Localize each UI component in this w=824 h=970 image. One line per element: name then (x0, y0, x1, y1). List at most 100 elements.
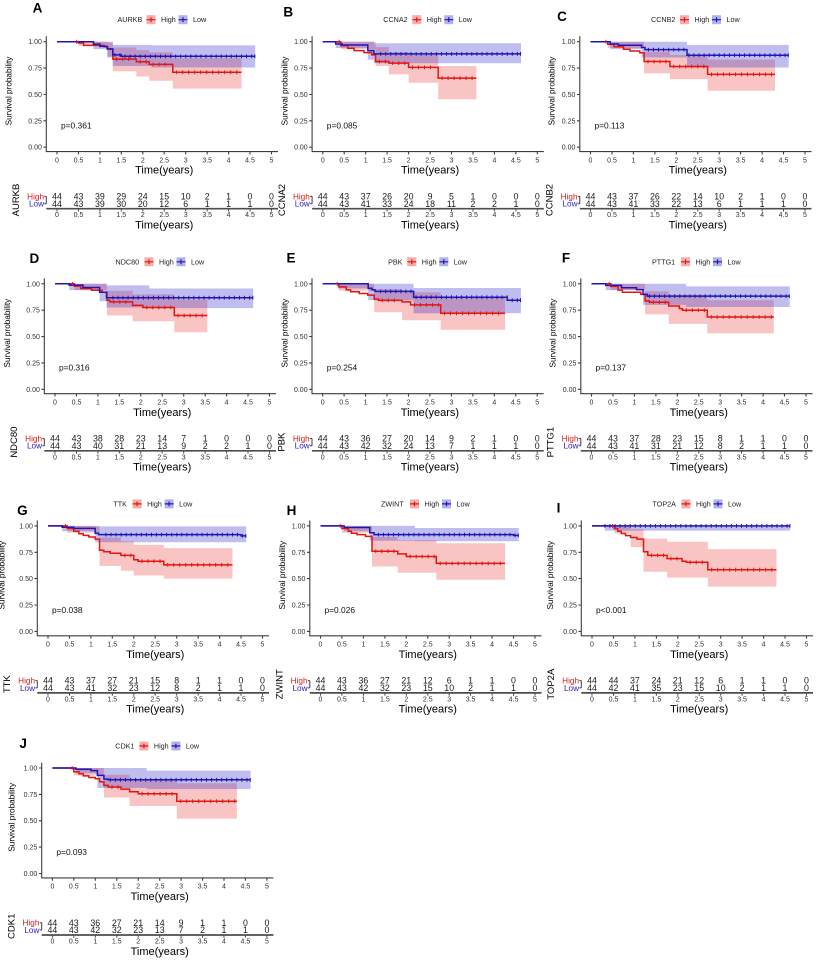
svg-text:1.5: 1.5 (382, 157, 392, 164)
svg-text:2.5: 2.5 (157, 399, 167, 406)
svg-text:32: 32 (382, 441, 392, 451)
svg-text:26: 26 (650, 192, 660, 202)
svg-text:23: 23 (133, 925, 143, 935)
svg-text:4.5: 4.5 (509, 642, 519, 649)
svg-text:1.5: 1.5 (114, 399, 124, 406)
svg-text:2: 2 (739, 441, 744, 451)
svg-text:3: 3 (175, 696, 179, 703)
svg-text:Low: Low (193, 15, 207, 24)
svg-text:4.5: 4.5 (509, 696, 519, 703)
svg-text:0.5: 0.5 (607, 157, 617, 164)
svg-text:3.5: 3.5 (198, 939, 208, 946)
svg-text:12: 12 (423, 676, 433, 686)
svg-text:0.50: 0.50 (24, 818, 38, 825)
svg-text:ZWINT: ZWINT (381, 499, 404, 508)
svg-text:High: High (422, 257, 437, 266)
svg-text:2: 2 (675, 454, 679, 461)
svg-text:1.5: 1.5 (380, 642, 390, 649)
svg-text:0: 0 (267, 441, 272, 451)
svg-text:0.25: 0.25 (24, 845, 38, 852)
svg-text:1: 1 (239, 683, 244, 693)
svg-text:43: 43 (72, 434, 82, 444)
svg-text:5: 5 (449, 192, 454, 202)
svg-text:Time(years): Time(years) (399, 704, 457, 716)
svg-text:0.25: 0.25 (563, 360, 577, 367)
svg-text:2: 2 (200, 925, 205, 935)
svg-text:0.50: 0.50 (563, 576, 577, 583)
svg-text:3: 3 (449, 454, 453, 461)
svg-text:44: 44 (587, 676, 597, 686)
svg-text:23: 23 (136, 434, 146, 444)
svg-text:2: 2 (203, 441, 208, 451)
svg-text:43: 43 (339, 441, 349, 451)
svg-text:1: 1 (93, 884, 97, 891)
svg-text:High: High (427, 15, 442, 24)
svg-text:1: 1 (760, 192, 765, 202)
svg-text:21: 21 (136, 441, 146, 451)
svg-text:Time(years): Time(years) (401, 407, 459, 419)
svg-text:Low: Low (728, 257, 742, 266)
svg-text:High: High (561, 192, 578, 201)
svg-text:0: 0 (804, 676, 809, 686)
svg-text:Time(years): Time(years) (135, 165, 193, 177)
svg-text:0: 0 (492, 192, 497, 202)
svg-text:4.5: 4.5 (511, 157, 521, 164)
svg-text:2: 2 (492, 199, 497, 209)
svg-text:33: 33 (382, 199, 392, 209)
svg-text:0.25: 0.25 (28, 118, 42, 125)
svg-text:2: 2 (675, 399, 679, 406)
svg-text:1.00: 1.00 (26, 281, 40, 288)
svg-text:0: 0 (533, 683, 538, 693)
svg-text:CCNA2: CCNA2 (383, 15, 407, 24)
svg-text:0: 0 (248, 192, 253, 202)
svg-text:0: 0 (804, 441, 809, 451)
svg-text:3.5: 3.5 (737, 454, 747, 461)
svg-text:3: 3 (717, 212, 721, 219)
svg-text:2.5: 2.5 (694, 454, 704, 461)
svg-text:31: 31 (651, 441, 661, 451)
svg-text:3: 3 (447, 642, 451, 649)
svg-text:Survival probability: Survival probability (4, 56, 13, 126)
svg-text:3: 3 (182, 399, 186, 406)
svg-text:44: 44 (316, 676, 326, 686)
svg-text:42: 42 (609, 683, 619, 693)
svg-text:1: 1 (783, 683, 788, 693)
svg-text:15: 15 (423, 683, 433, 693)
svg-text:Low: Low (20, 684, 35, 693)
svg-text:1.5: 1.5 (107, 696, 117, 703)
svg-text:2: 2 (471, 199, 476, 209)
svg-text:0.5: 0.5 (608, 454, 618, 461)
svg-text:1.00: 1.00 (294, 281, 308, 288)
svg-text:1.5: 1.5 (382, 399, 392, 406)
svg-text:1: 1 (364, 157, 368, 164)
svg-text:24: 24 (652, 676, 662, 686)
svg-text:Low: Low (727, 15, 741, 24)
svg-text:4.5: 4.5 (511, 454, 521, 461)
svg-text:4: 4 (490, 696, 494, 703)
svg-text:3.5: 3.5 (736, 212, 746, 219)
svg-text:3.5: 3.5 (193, 696, 203, 703)
svg-text:Survival probability: Survival probability (548, 56, 557, 126)
svg-text:27: 27 (107, 676, 117, 686)
svg-text:22: 22 (671, 199, 681, 209)
svg-text:Low: Low (728, 499, 742, 508)
svg-text:31: 31 (114, 441, 124, 451)
svg-text:44: 44 (318, 192, 328, 202)
svg-text:1: 1 (196, 676, 201, 686)
svg-text:1.5: 1.5 (652, 642, 662, 649)
svg-text:2: 2 (676, 642, 680, 649)
svg-text:9: 9 (428, 192, 433, 202)
svg-text:4: 4 (218, 642, 222, 649)
svg-text:1.5: 1.5 (651, 399, 661, 406)
svg-text:8: 8 (718, 434, 723, 444)
svg-text:PBK: PBK (277, 432, 288, 452)
svg-text:14: 14 (693, 192, 703, 202)
svg-text:0: 0 (589, 212, 593, 219)
svg-text:7: 7 (181, 434, 186, 444)
svg-text:0.75: 0.75 (563, 308, 577, 315)
svg-text:1.5: 1.5 (382, 212, 392, 219)
svg-text:0: 0 (803, 199, 808, 209)
svg-text:0: 0 (269, 192, 274, 202)
svg-text:4.5: 4.5 (243, 399, 253, 406)
svg-text:0: 0 (590, 454, 594, 461)
